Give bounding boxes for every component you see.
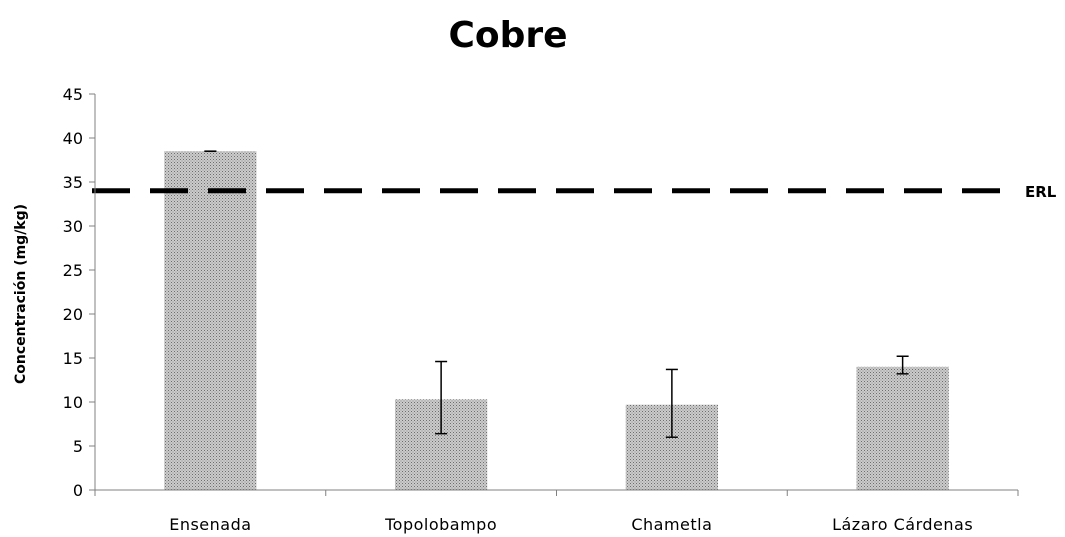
erl-label: ERL [1025, 183, 1057, 201]
bars [164, 151, 949, 490]
y-tick-label: 15 [63, 349, 83, 368]
y-tick-label: 0 [73, 481, 83, 500]
x-category-label: Lázaro Cárdenas [832, 515, 973, 534]
y-tick-label: 20 [63, 305, 83, 324]
x-axis-labels: Ensenada Topolobampo Chametla Lázaro Cárden… [169, 515, 973, 534]
y-axis-label: Concentración (mg/kg) [13, 204, 29, 384]
y-tick-label: 45 [63, 85, 83, 104]
y-tick-label: 35 [63, 173, 83, 192]
y-tick-label: 5 [73, 437, 83, 456]
bar [856, 366, 949, 490]
chart-title: Cobre [448, 15, 567, 56]
y-axis-ticks: 0 5 10 15 20 25 30 35 40 45 [63, 85, 95, 500]
y-tick-label: 30 [63, 217, 83, 236]
y-tick-label: 10 [63, 393, 83, 412]
bar [164, 151, 257, 490]
x-category-label: Ensenada [169, 515, 251, 534]
x-category-label: Topolobampo [384, 515, 497, 534]
y-tick-label: 40 [63, 129, 83, 148]
x-category-label: Chametla [631, 515, 712, 534]
error-bars [204, 150, 909, 438]
x-axis-ticks [94, 490, 1019, 496]
y-tick-label: 25 [63, 261, 83, 280]
